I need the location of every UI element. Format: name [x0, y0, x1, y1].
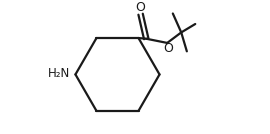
Text: H₂N: H₂N [48, 67, 70, 80]
Text: O: O [136, 1, 146, 14]
Text: O: O [163, 42, 173, 55]
